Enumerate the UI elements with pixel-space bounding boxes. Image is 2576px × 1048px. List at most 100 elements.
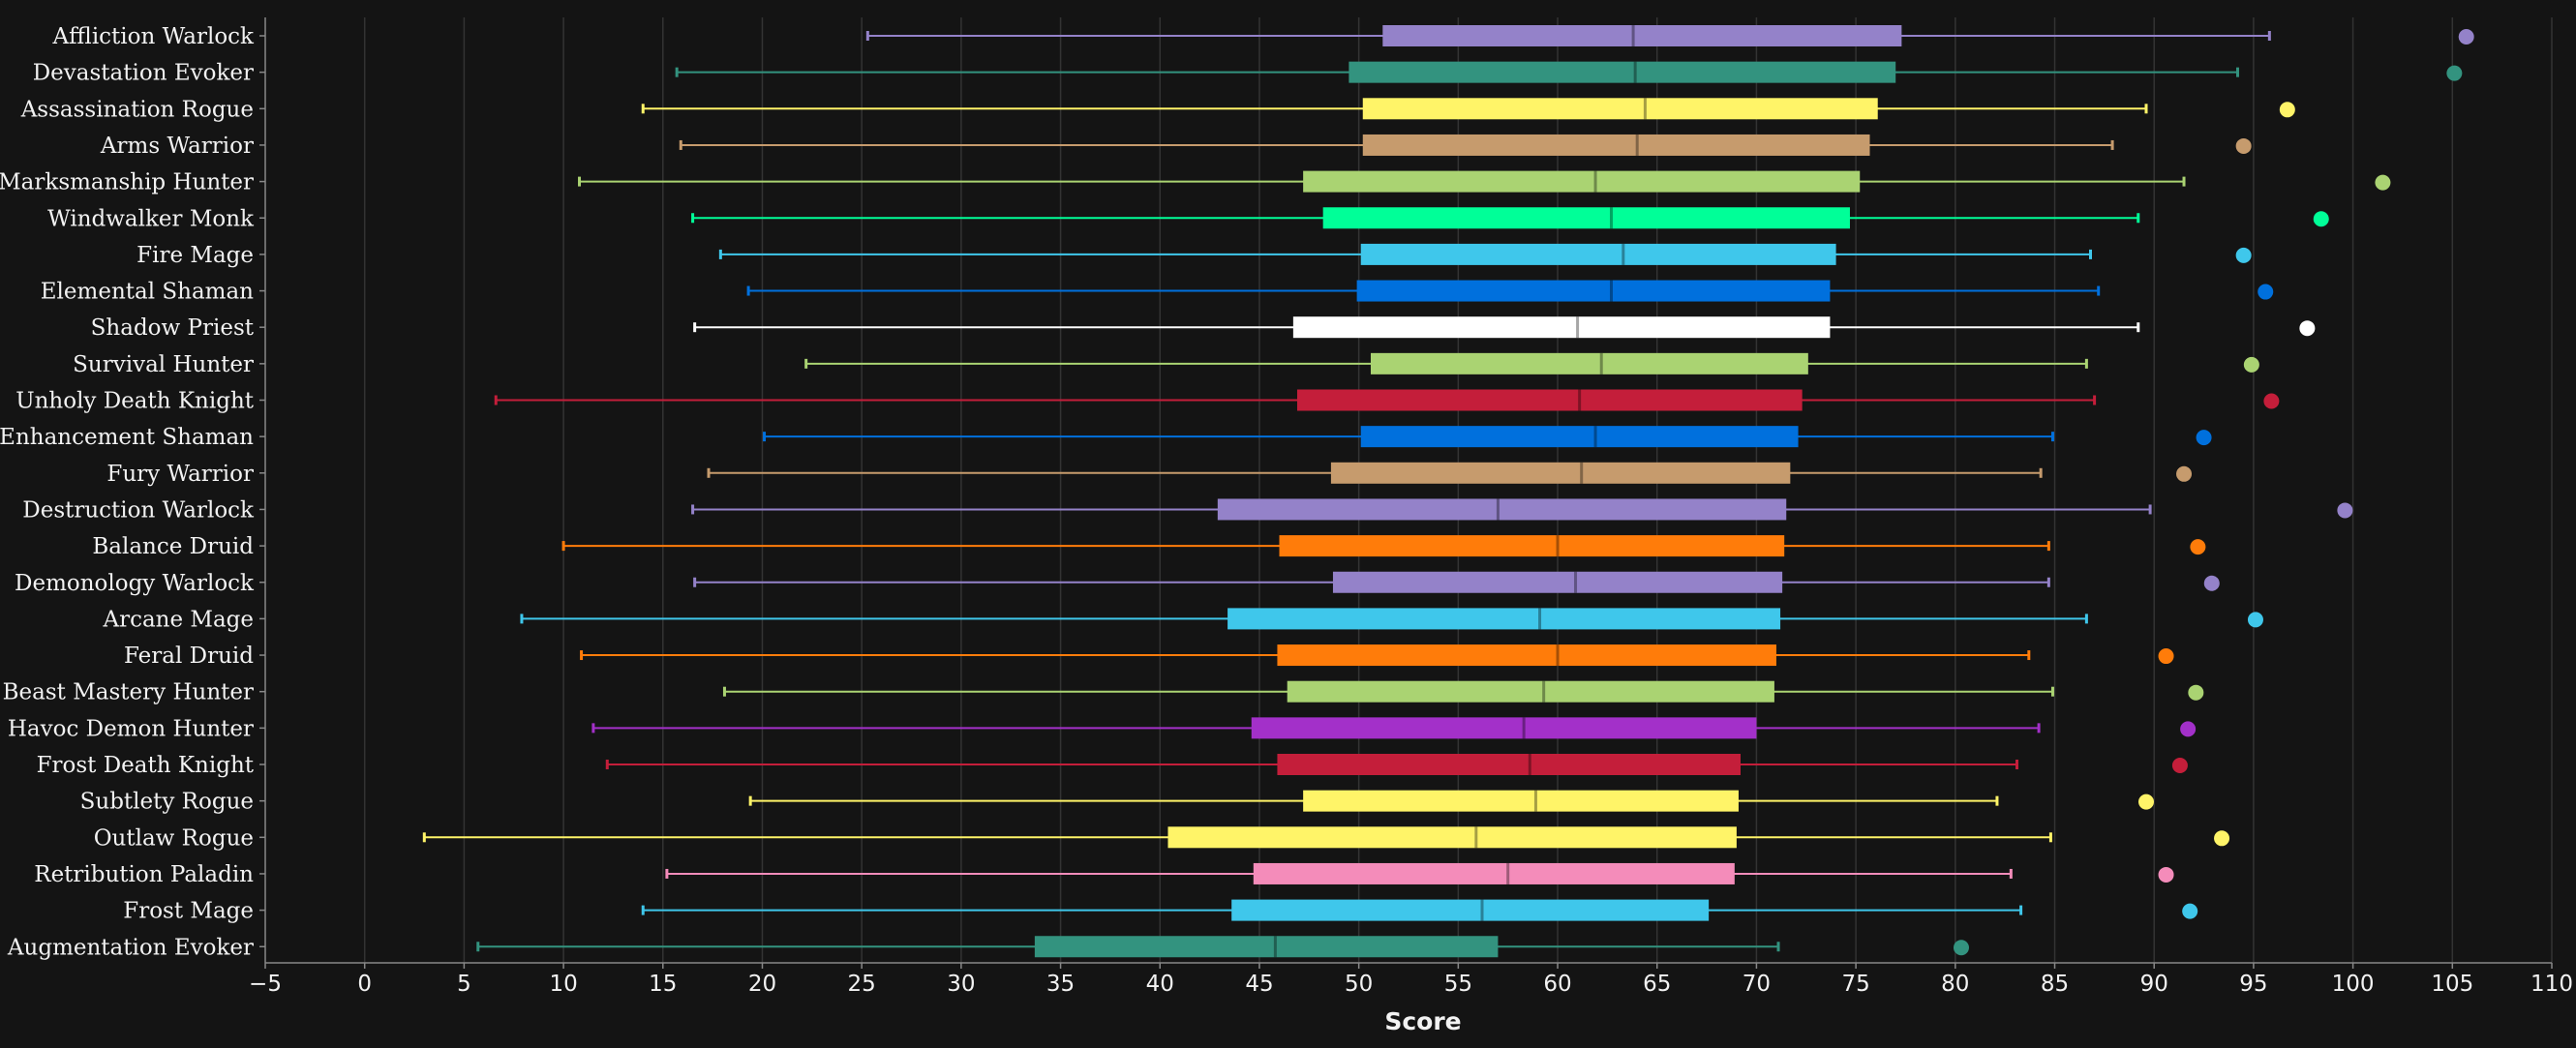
outlier-point (1953, 940, 1969, 956)
x-tick-label: 30 (947, 972, 975, 997)
outlier-point (2458, 29, 2474, 45)
iqr-box (1167, 826, 1737, 849)
outlier-point (2263, 393, 2280, 409)
outlier-point (2214, 830, 2230, 847)
x-tick-label: 80 (1941, 972, 1969, 997)
category-label: Havoc Demon Hunter (8, 716, 254, 741)
outlier-point (2171, 758, 2188, 773)
iqr-box (1296, 389, 1803, 411)
iqr-box (1303, 170, 1861, 193)
category-label: Frost Death Knight (37, 753, 255, 778)
x-tick-label: 55 (1444, 972, 1472, 997)
outlier-point (2258, 284, 2274, 300)
category-label: Affliction Warlock (52, 24, 256, 49)
x-tick-label: 45 (1245, 972, 1273, 997)
outlier-point (2158, 648, 2174, 665)
iqr-box (1303, 790, 1739, 812)
label-layer: Affliction Warlock Devastation Evoker Assa… (0, 24, 255, 960)
category-label: Fury Warrior (106, 462, 254, 487)
x-tick-label: 75 (1841, 972, 1869, 997)
iqr-box (1360, 243, 1836, 265)
axis-layer: −5 0 5 10 15 20 25 30 35 40 45 50 55 60 65 70 75 80 85 90 95… (249, 17, 2573, 997)
outlier-point (2446, 65, 2463, 81)
category-label: Beast Mastery Hunter (3, 680, 254, 705)
category-label: Demonology Warlock (15, 571, 255, 596)
outlier-point (2337, 502, 2353, 519)
outlier-point (2138, 793, 2155, 810)
category-label: Feral Druid (124, 644, 254, 669)
category-label: Arms Warrior (100, 134, 254, 159)
outlier-point (2247, 612, 2263, 628)
category-label: Shadow Priest (91, 315, 255, 341)
outlier-point (2235, 137, 2252, 154)
category-label: Retribution Paladin (34, 862, 254, 887)
box-layer (422, 25, 2474, 958)
iqr-box (1277, 644, 1776, 667)
category-label: Balance Druid (92, 534, 254, 559)
x-tick-label: 95 (2239, 972, 2267, 997)
iqr-box (1360, 426, 1799, 448)
iqr-box (1362, 134, 1870, 156)
outlier-point (2182, 903, 2198, 919)
iqr-box (1382, 25, 1902, 46)
category-label: Enhancement Shaman (0, 425, 254, 450)
iqr-box (1277, 754, 1742, 775)
outlier-point (2176, 465, 2193, 482)
category-label: Outlaw Rogue (94, 825, 254, 851)
x-tick-label: 20 (748, 972, 776, 997)
iqr-box (1349, 61, 1896, 83)
x-axis-title: Score (1384, 1007, 1461, 1035)
iqr-box (1253, 862, 1735, 884)
outlier-point (2375, 174, 2391, 191)
x-tick-label: 5 (457, 972, 471, 997)
x-tick-label: 70 (1743, 972, 1771, 997)
iqr-box (1362, 98, 1878, 120)
iqr-box (1287, 680, 1774, 703)
outlier-point (2158, 866, 2174, 883)
category-label: Unholy Death Knight (15, 389, 255, 414)
x-tick-label: −5 (249, 972, 282, 997)
outlier-point (2235, 247, 2252, 263)
outlier-point (2188, 684, 2204, 701)
x-tick-label: 10 (549, 972, 577, 997)
category-label: Marksmanship Hunter (0, 170, 254, 195)
x-tick-label: 90 (2140, 972, 2168, 997)
iqr-box (1251, 717, 1757, 739)
outlier-point (2313, 211, 2329, 227)
category-label: Subtlety Rogue (80, 790, 254, 815)
iqr-box (1034, 936, 1499, 958)
x-tick-label: 60 (1543, 972, 1571, 997)
category-label: Frost Mage (123, 899, 254, 924)
iqr-box (1217, 498, 1787, 521)
category-label: Elemental Shaman (41, 280, 254, 305)
iqr-box (1231, 899, 1710, 921)
category-label: Fire Mage (136, 243, 254, 268)
outlier-point (2180, 721, 2197, 737)
outlier-point (2190, 539, 2206, 555)
category-label: Windwalker Monk (47, 206, 255, 231)
iqr-box (1332, 571, 1783, 593)
category-label: Devastation Evoker (33, 61, 254, 86)
iqr-box (1370, 352, 1808, 374)
outlier-point (2203, 575, 2220, 591)
x-tick-label: 15 (649, 972, 677, 997)
x-tick-label: 35 (1046, 972, 1075, 997)
category-label: Augmentation Evoker (7, 935, 254, 960)
outlier-point (2299, 320, 2316, 337)
category-label: Arcane Mage (102, 607, 254, 632)
x-tick-label: 40 (1146, 972, 1174, 997)
x-tick-label: 85 (2041, 972, 2069, 997)
iqr-box (1356, 280, 1831, 302)
category-label: Survival Hunter (73, 352, 254, 377)
outlier-point (2243, 356, 2259, 373)
x-tick-label: 0 (357, 972, 372, 997)
iqr-box (1322, 207, 1850, 229)
iqr-box (1330, 462, 1791, 484)
iqr-box (1279, 535, 1785, 557)
iqr-box (1227, 608, 1781, 630)
x-tick-label: 105 (2431, 972, 2473, 997)
grid-layer (363, 17, 2553, 963)
x-tick-label: 100 (2332, 972, 2375, 997)
